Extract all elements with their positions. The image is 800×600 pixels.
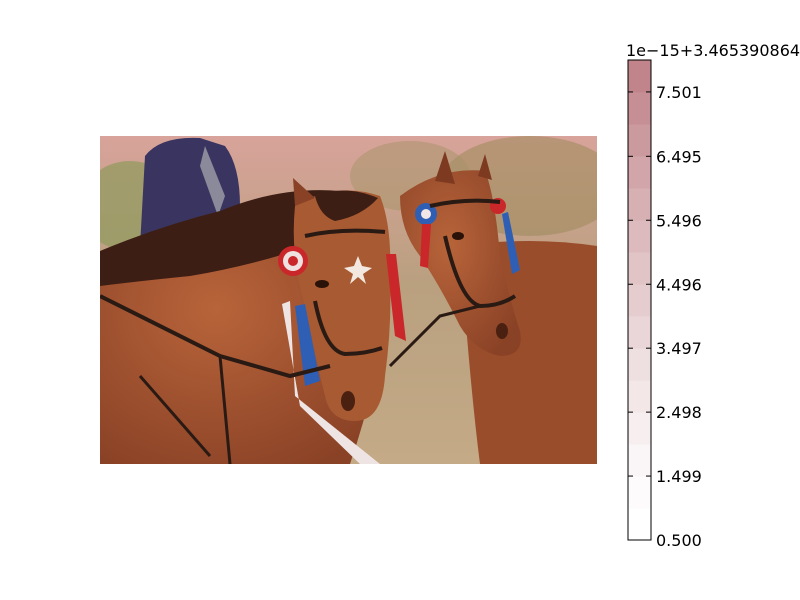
left-horse-nostril [341,391,355,411]
colorbar-ticks: 0.500 1.499 2.498 3.497 4.496 5.496 6.495 7.501 [628,83,702,550]
right-horse-ear [478,154,492,180]
colorbar-offset-label: 1e−15+3.465390864 [626,41,800,60]
colorbar-band [628,188,651,221]
colorbar-band [628,476,651,509]
left-horse-forelock [315,190,378,221]
colorbar-band [628,508,651,541]
colorbar-band [628,220,651,253]
ribbon-tail-red [386,254,406,341]
ribbon-tail [420,224,431,268]
ribbon-tail [502,212,520,274]
ribbon-tail-white [282,301,380,464]
left-horse-ear [293,178,315,206]
colorbar-band [628,124,651,157]
colorbar-band [628,92,651,125]
star-marking [344,256,372,284]
colorbar-tick-label: 1.499 [656,467,702,486]
colorbar-band [628,412,651,445]
colorbar-band [628,252,651,285]
colorbar-band [628,316,651,349]
colorbar-tick-label: 4.496 [656,275,702,294]
colorbar-band [628,60,651,93]
colorbar-tick-label: 6.495 [656,147,702,166]
colorbar-tick-label: 0.500 [656,531,702,550]
right-horse-ear [435,151,455,184]
colorbar-band [628,156,651,189]
blue-rosette-center [421,209,431,219]
red-rosette-center [288,256,298,266]
colorbar-frame [627,59,652,541]
colorbar-tick-label: 2.498 [656,403,702,422]
colorbar-tick-label: 7.501 [656,83,702,102]
colorbar-tick-label: 3.497 [656,339,702,358]
right-horse-eye [452,232,464,240]
reins [138,304,481,464]
colorbar-band [628,348,651,381]
colorbar-band [628,380,651,413]
colorbar-tick-label: 5.496 [656,211,702,230]
person-tie [200,146,225,216]
left-bridle [100,228,386,379]
left-horse-eye [315,280,329,288]
colorbar-band [628,444,651,477]
colorbar-bands [628,60,651,541]
right-horse-nostril [496,323,508,339]
image-panel [100,136,597,464]
colorbar-band [628,284,651,317]
horse-photo [100,136,597,464]
ribbon-tail-blue [295,304,320,386]
left-horse-head [293,190,391,421]
